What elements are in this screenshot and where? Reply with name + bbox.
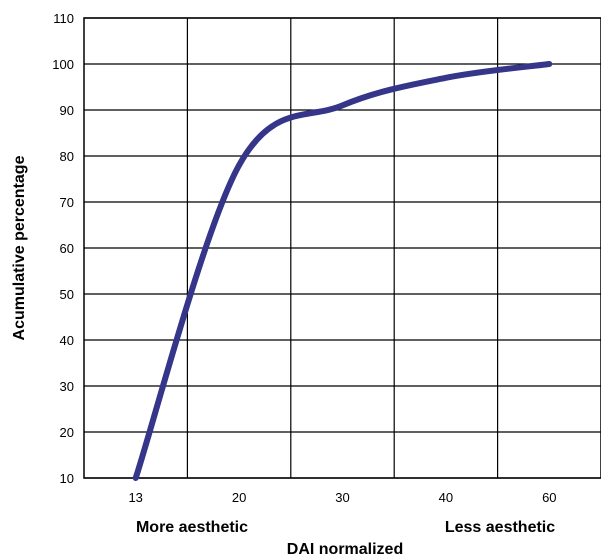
x-axis-title: DAI normalized <box>287 541 403 558</box>
y-tick-label: 40 <box>60 333 74 348</box>
x-tick-label: 20 <box>232 490 246 505</box>
x-tick-label: 40 <box>439 490 453 505</box>
y-tick-label: 90 <box>60 103 74 118</box>
y-tick-label: 80 <box>60 149 74 164</box>
y-axis-title: Acumulative percentage <box>11 155 28 340</box>
plot-frame <box>83 17 601 479</box>
y-tick-labels: 10 20 30 40 50 60 70 80 90 100 110 <box>52 11 74 486</box>
x-tick-label: 13 <box>128 490 142 505</box>
y-tick-label: 10 <box>60 471 74 486</box>
y-tick-label: 110 <box>53 11 74 26</box>
x-annotation-more-aesthetic: More aesthetic <box>136 519 248 536</box>
y-tick-label: 70 <box>60 195 74 210</box>
y-tick-label: 30 <box>60 379 74 394</box>
y-tick-label: 60 <box>60 241 74 256</box>
x-tick-label: 60 <box>542 490 556 505</box>
y-tick-label: 20 <box>60 425 74 440</box>
series-line <box>132 61 553 481</box>
x-annotation-less-aesthetic: Less aesthetic <box>445 519 555 536</box>
x-tick-label: 30 <box>335 490 349 505</box>
x-tick-labels: 13 20 30 40 60 <box>128 490 556 505</box>
y-tick-label: 50 <box>60 287 74 302</box>
grid-lines <box>84 17 601 479</box>
y-tick-label: 100 <box>52 57 74 72</box>
